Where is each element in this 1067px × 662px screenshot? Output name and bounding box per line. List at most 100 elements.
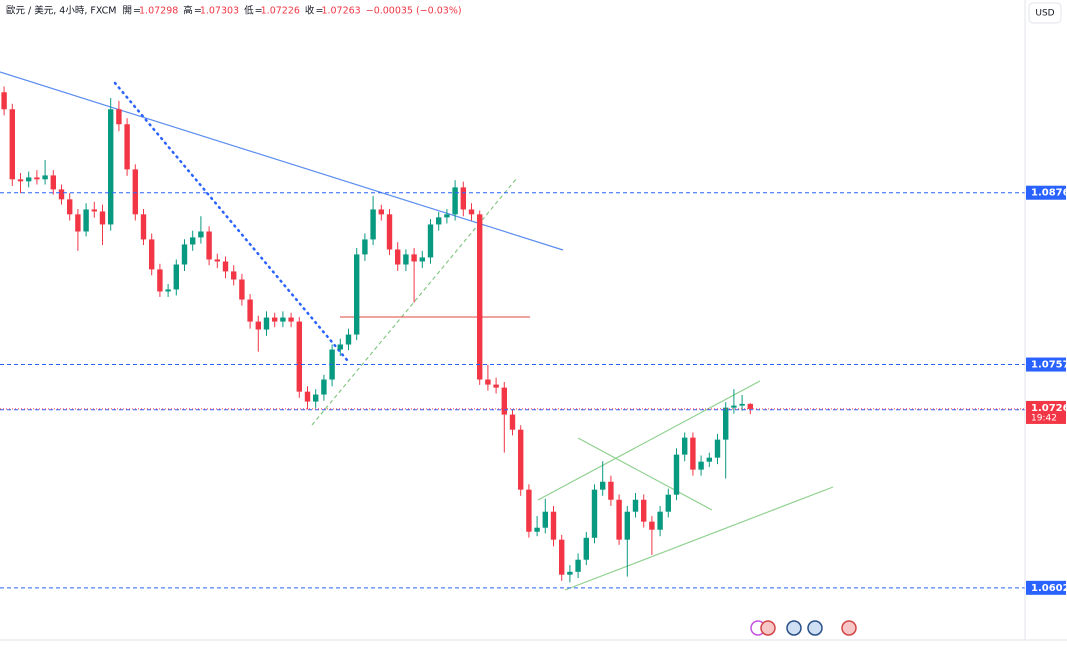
candle-body <box>42 175 48 180</box>
candle-body <box>616 499 622 540</box>
candle-body <box>157 269 163 292</box>
icon[interactable] <box>760 620 776 636</box>
candle-body <box>485 379 491 385</box>
candle-body <box>124 124 130 170</box>
candle-body <box>501 387 508 415</box>
legend-label: 低 <box>244 5 254 17</box>
candle-body <box>386 214 393 250</box>
candle-body <box>296 321 303 392</box>
candle-body <box>25 177 32 182</box>
price-label-box <box>1026 357 1066 372</box>
candle-body <box>403 254 409 265</box>
candle-body <box>550 511 557 540</box>
candle-body <box>17 179 24 182</box>
candle-body <box>657 511 663 530</box>
candle-body <box>140 214 147 240</box>
candle-body <box>148 239 155 270</box>
candle-body <box>476 214 483 380</box>
legend-value: 1.07226 <box>261 6 300 17</box>
candle-body <box>165 289 171 292</box>
currency-button[interactable] <box>1028 2 1062 24</box>
legend-eq: = <box>315 6 323 17</box>
price-label: 1.08763 <box>1031 188 1067 199</box>
candle-body <box>624 511 631 540</box>
candle-body <box>83 209 89 232</box>
candle-body <box>378 209 385 215</box>
legend-change: −0.00035 (−0.03%) <box>366 6 462 17</box>
candle-body <box>255 321 262 330</box>
candle-body <box>353 254 360 335</box>
candle-body <box>444 214 450 218</box>
countdown: 19:42 <box>1031 413 1057 423</box>
current-price: 1.07263 <box>1031 403 1067 414</box>
candle-body <box>534 527 540 532</box>
candle-body <box>362 239 368 255</box>
candle-body <box>452 187 458 215</box>
candle-body <box>493 384 499 388</box>
price-label-box <box>1026 185 1066 200</box>
candle-body <box>583 537 590 560</box>
candle-body <box>107 109 114 225</box>
channel-line <box>537 380 761 501</box>
icon[interactable] <box>841 620 857 636</box>
candle-body <box>321 379 327 395</box>
legend-eq: = <box>194 6 202 17</box>
candle-body <box>747 403 754 409</box>
candle-body <box>116 109 122 125</box>
price-label: 1.06022 <box>1031 583 1067 594</box>
candle-body <box>509 414 516 430</box>
candle-body <box>206 231 212 260</box>
candle-body <box>75 214 81 232</box>
candle-body <box>665 494 672 512</box>
candle-body <box>435 217 442 225</box>
currency[interactable]: USD <box>1035 9 1054 19</box>
trend-line-dashed <box>311 177 518 426</box>
candle-body <box>239 279 245 300</box>
icon[interactable] <box>807 620 823 636</box>
legend-value: 1.07303 <box>200 6 239 17</box>
legend-value: 1.07298 <box>139 6 178 17</box>
candle-body <box>345 334 352 345</box>
candle-body <box>526 489 532 532</box>
candle-body <box>419 257 426 262</box>
candle-body <box>542 511 549 528</box>
candle-body <box>591 489 598 538</box>
candle-body <box>230 271 237 280</box>
candle-body <box>247 299 253 322</box>
candle-body <box>271 317 278 322</box>
candle-body <box>280 317 286 322</box>
candle-body <box>411 254 417 262</box>
candle-body <box>468 209 475 215</box>
legend-header: 歐元 / 美元, 4小時, FXCM 開 =1.07298 高 =1.07303 低 =1… <box>6 5 462 17</box>
candle-body <box>337 344 344 350</box>
icon[interactable] <box>786 620 802 636</box>
candle-body <box>198 231 204 238</box>
candle-body <box>99 211 106 225</box>
legend-label: 收 <box>305 5 315 17</box>
legend-label: 開 <box>122 6 132 17</box>
candle-body <box>1 92 7 110</box>
legend-label: 高 <box>183 5 193 17</box>
candle-body <box>394 249 401 265</box>
candle-body <box>698 461 704 470</box>
candle-body <box>460 187 467 210</box>
candle-body <box>632 499 639 512</box>
candle-body <box>181 244 188 265</box>
candles <box>1 86 754 583</box>
candle-body <box>91 209 98 212</box>
candle-body <box>739 403 745 406</box>
channel-line <box>577 437 713 511</box>
candle-body <box>731 405 737 408</box>
candle-body <box>370 209 376 240</box>
candle-body <box>681 437 688 455</box>
candle-body <box>34 177 40 180</box>
legend-eq: = <box>255 6 263 17</box>
candle-body <box>690 437 696 470</box>
candle-body <box>722 407 729 440</box>
trend-line <box>0 71 564 251</box>
candle-body <box>558 539 565 575</box>
candle-body <box>132 169 139 215</box>
